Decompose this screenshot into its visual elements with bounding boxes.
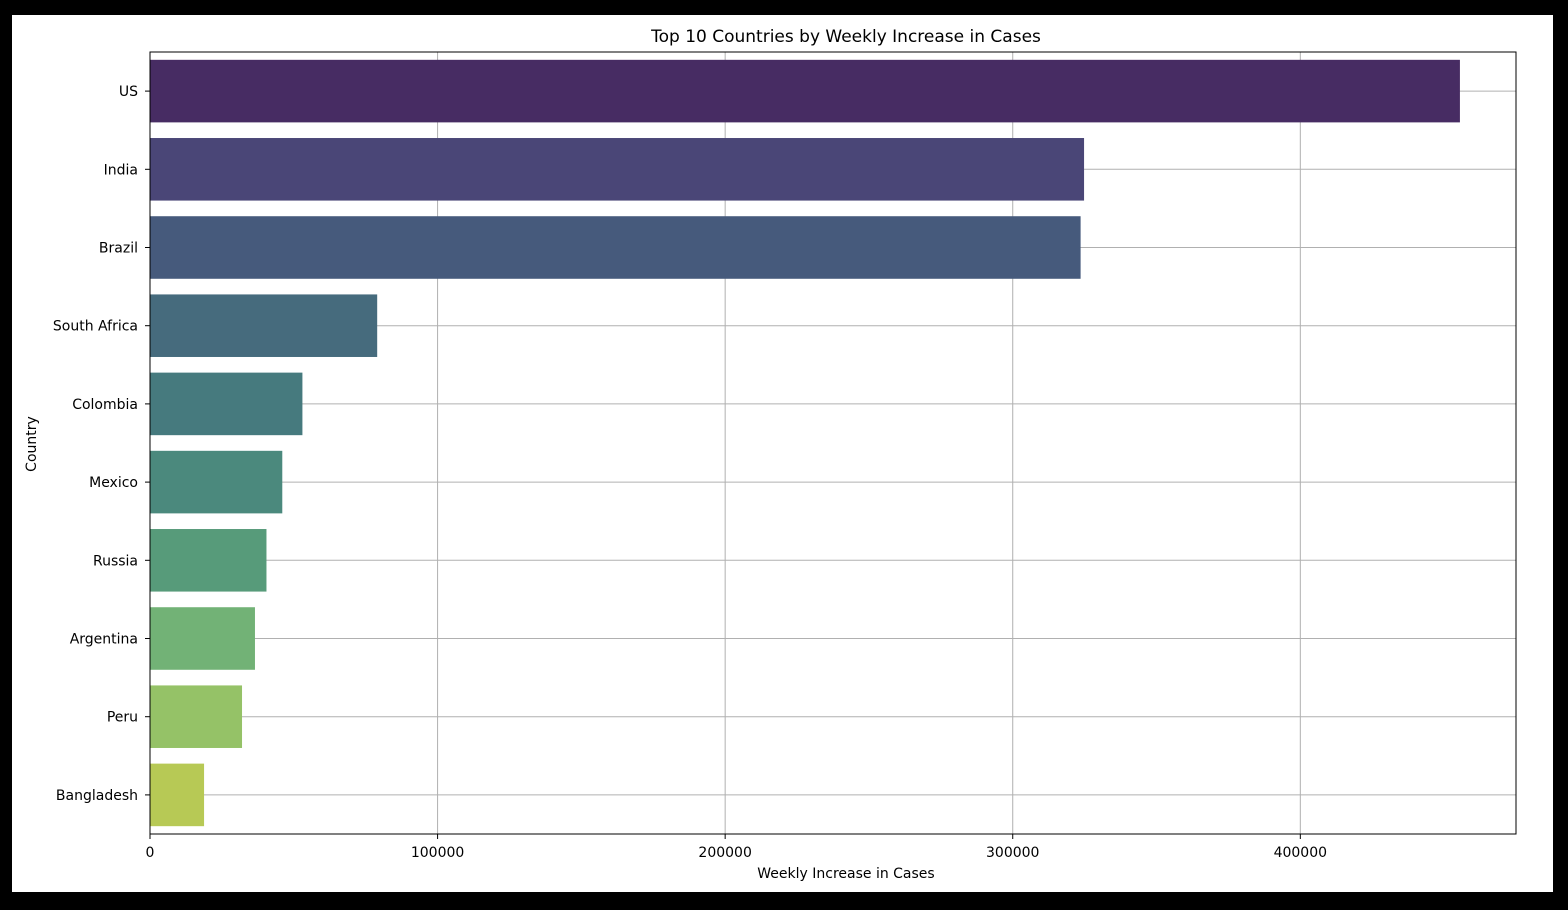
x-tick-label: 200000 [698, 845, 751, 861]
chart-title: Top 10 Countries by Weekly Increase in C… [650, 27, 1041, 47]
y-tick-label: South Africa [53, 319, 138, 335]
bar-argentina [150, 607, 255, 670]
bar-south-africa [150, 294, 377, 357]
y-axis-title: Country [24, 416, 40, 472]
x-tick-label: 300000 [986, 845, 1039, 861]
y-tick-label: Colombia [72, 397, 138, 413]
bar-bangladesh [150, 764, 204, 827]
y-tick-label: India [104, 162, 138, 178]
bar-russia [150, 529, 266, 592]
bar-colombia [150, 373, 302, 436]
bar-india [150, 138, 1084, 201]
y-tick-label: Argentina [70, 632, 138, 648]
y-tick-label: US [119, 84, 138, 100]
bar-peru [150, 685, 242, 748]
y-tick-label: Bangladesh [56, 788, 138, 804]
y-tick-label: Brazil [99, 241, 138, 257]
x-axis-title: Weekly Increase in Cases [757, 866, 934, 882]
bar-us [150, 60, 1460, 123]
y-tick-label: Russia [93, 553, 138, 569]
x-tick-label: 100000 [411, 845, 464, 861]
bar-mexico [150, 451, 282, 514]
bar-layer [150, 60, 1460, 826]
y-tick-label: Mexico [89, 475, 138, 491]
x-tick-label: 0 [146, 845, 155, 861]
bar-brazil [150, 216, 1081, 279]
y-tick-label: Peru [107, 710, 138, 726]
x-tick-label: 400000 [1274, 845, 1327, 861]
